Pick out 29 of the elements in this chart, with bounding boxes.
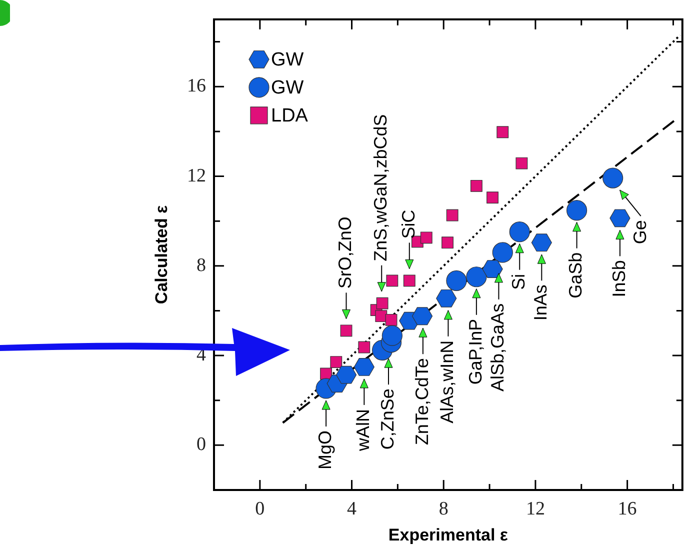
annotation: ZnTe,CdTe (412, 358, 432, 446)
annotation: AlAs,wInN (437, 340, 458, 424)
annotation: MgO (315, 430, 336, 470)
annotation: GaP,InP (465, 318, 486, 385)
x-axis-title: Experimental ε (388, 525, 508, 544)
annotation: GaSb (566, 252, 586, 298)
x-tick-label: 12 (526, 498, 545, 520)
legend-label: GW (271, 50, 304, 71)
y-tick-label: 12 (187, 165, 206, 186)
annotation: Ge (630, 220, 650, 244)
x-tick-label: 16 (618, 498, 637, 520)
y-tick-label: 0 (196, 434, 206, 456)
annotation: SiC (398, 210, 418, 239)
y-tick-label: 8 (196, 254, 206, 276)
annotation: InAs (530, 284, 551, 321)
annotation: ZnS,wGaN,zbCdS (370, 114, 391, 262)
annotation: InSb (608, 260, 629, 298)
annotation: SrO,ZnO (335, 216, 356, 289)
y-tick-label: 16 (187, 76, 206, 97)
annotation: C,ZnSe (377, 388, 398, 450)
y-axis-title: Calculated ε (152, 205, 171, 304)
legend-label: LDA (271, 106, 308, 127)
x-tick-label: 8 (438, 498, 448, 520)
annotation: AlSb,GaAs (488, 303, 508, 392)
legend-label: GW (271, 78, 304, 99)
annotation: wAlN (353, 408, 374, 452)
x-tick-label: 4 (347, 498, 358, 520)
x-tick-label: 0 (255, 498, 265, 520)
annotation: Si (508, 274, 529, 290)
